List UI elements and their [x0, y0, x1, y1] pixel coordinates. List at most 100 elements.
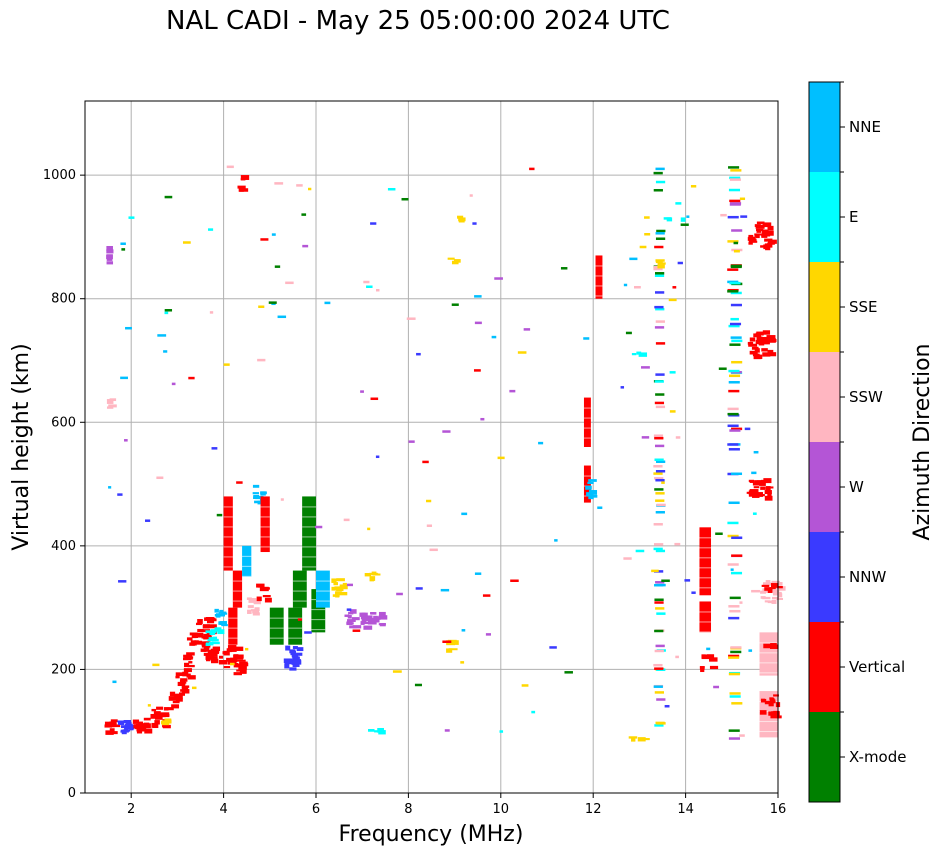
- echo-separator: [583, 475, 591, 477]
- echo-mark: [124, 439, 128, 442]
- echo-mark: [653, 171, 663, 175]
- echo-mark: [315, 525, 323, 529]
- echo-mark: [302, 496, 316, 571]
- echo-mark: [731, 360, 743, 364]
- echo-mark: [271, 233, 276, 236]
- echo-mark: [752, 482, 761, 486]
- echo-mark: [494, 277, 503, 280]
- echo-mark: [230, 657, 238, 663]
- echo-mark: [137, 721, 143, 725]
- echo-mark: [184, 662, 190, 668]
- echo-mark: [655, 342, 666, 345]
- echo-mark: [727, 240, 739, 243]
- echo-mark: [364, 573, 372, 577]
- echo-mark: [751, 589, 760, 593]
- echo-mark: [706, 647, 711, 651]
- echo-mark: [206, 617, 212, 621]
- echo-mark: [227, 660, 237, 665]
- echo-mark: [200, 648, 207, 652]
- echo-mark: [653, 685, 663, 688]
- echo-mark: [125, 326, 132, 330]
- echo-mark: [336, 588, 344, 592]
- echo-mark: [240, 175, 250, 180]
- echo-mark: [120, 376, 128, 380]
- echo-mark: [375, 455, 380, 459]
- echo-mark: [583, 337, 590, 340]
- echo-mark: [370, 612, 375, 615]
- echo-mark: [112, 724, 121, 728]
- colorbar-swatch: [809, 82, 840, 172]
- echo-mark: [656, 698, 666, 701]
- echo-mark: [655, 272, 665, 275]
- echo-mark: [256, 583, 265, 588]
- echo-mark: [369, 572, 378, 575]
- echo-mark: [440, 588, 450, 592]
- echo-mark: [727, 407, 739, 411]
- echo-mark: [210, 653, 218, 657]
- echo-mark: [163, 707, 169, 711]
- echo-mark: [442, 640, 452, 643]
- echo-mark: [181, 680, 186, 685]
- echo-mark: [680, 217, 686, 222]
- echo-mark: [664, 704, 670, 708]
- echo-mark: [740, 215, 748, 218]
- echo-separator: [759, 662, 778, 664]
- echo-mark: [252, 492, 260, 495]
- echo-mark: [755, 332, 761, 336]
- colorbar-swatch: [809, 442, 840, 532]
- echo-mark: [474, 321, 482, 325]
- echo-mark: [235, 656, 244, 660]
- echo-separator: [759, 721, 778, 723]
- echo-mark: [181, 689, 190, 694]
- echo-mark: [731, 702, 743, 705]
- echo-mark: [730, 568, 734, 571]
- echo-mark: [588, 479, 597, 482]
- y-tick-label: 0: [68, 786, 76, 801]
- echo-mark: [406, 317, 416, 320]
- echo-mark: [767, 349, 774, 355]
- echo-mark: [728, 737, 740, 740]
- echo-mark: [346, 608, 352, 611]
- echo-mark: [236, 654, 244, 659]
- echo-mark: [107, 723, 116, 727]
- echo-mark: [654, 598, 664, 601]
- colorbar-swatch: [809, 532, 840, 622]
- echo-mark: [677, 261, 683, 265]
- echo-mark: [768, 702, 774, 707]
- colorbar-frame: [808, 81, 841, 803]
- echo-mark: [770, 583, 779, 588]
- x-tick-label: 8: [404, 802, 412, 817]
- x-tick-label: 16: [770, 802, 787, 817]
- echo-mark: [653, 267, 663, 271]
- echo-mark: [728, 324, 740, 328]
- echo-mark: [233, 663, 239, 668]
- echo-mark: [196, 632, 204, 638]
- echo-mark: [560, 267, 568, 270]
- echo-mark: [392, 670, 402, 673]
- echo-mark: [269, 607, 284, 645]
- echo-mark: [215, 613, 221, 618]
- echo-mark: [727, 412, 739, 416]
- echo-mark: [728, 381, 740, 384]
- echo-mark: [175, 697, 183, 702]
- echo-separator: [699, 557, 712, 559]
- echo-mark: [763, 222, 772, 227]
- echo-mark: [509, 389, 516, 393]
- x-tick-label: 6: [312, 802, 320, 817]
- echo-mark: [755, 339, 762, 345]
- echo-separator: [699, 621, 712, 623]
- echo-mark: [426, 499, 432, 503]
- echo-mark: [290, 650, 297, 656]
- echo-mark: [586, 492, 594, 497]
- echo-mark: [771, 711, 780, 716]
- echo-mark: [690, 185, 697, 188]
- echo-mark: [763, 643, 771, 649]
- echo-mark: [727, 215, 739, 219]
- echo-mark: [777, 582, 783, 586]
- echo-separator: [316, 600, 330, 602]
- echo-mark: [653, 523, 663, 526]
- echo-mark: [154, 716, 163, 720]
- echo-mark: [644, 216, 650, 219]
- echo-mark: [701, 654, 711, 660]
